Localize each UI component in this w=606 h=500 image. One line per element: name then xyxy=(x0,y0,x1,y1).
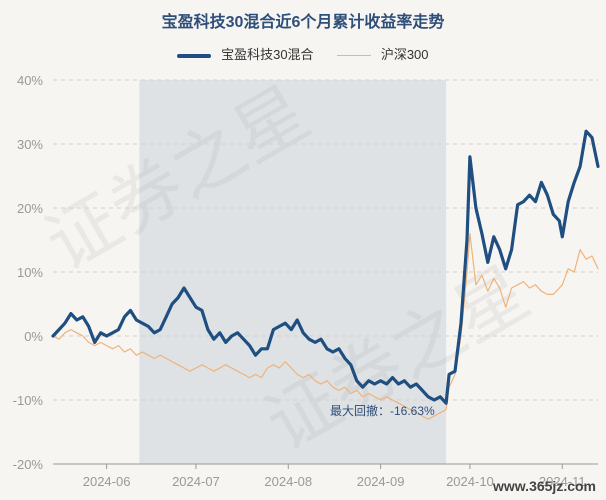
drawdown-label: 最大回撤：-16.63% xyxy=(330,403,435,418)
y-tick-label: 40% xyxy=(17,73,43,88)
x-tick-label: 2024-11 xyxy=(539,474,586,489)
legend-label-main: 宝盈科技30混合 xyxy=(221,47,314,62)
y-tick-label: 30% xyxy=(17,137,43,152)
x-tick-label: 2024-07 xyxy=(172,474,220,489)
legend-label-benchmark: 沪深300 xyxy=(380,47,429,62)
series-line-benchmark xyxy=(52,233,599,420)
legend-swatch-main xyxy=(177,53,212,58)
x-tick-label: 2024-06 xyxy=(83,474,131,489)
legend-item-benchmark: 沪深300 xyxy=(337,44,429,63)
y-tick-label: 10% xyxy=(17,265,43,280)
chart-title: 宝盈科技30混合近6个月累计收益率走势 xyxy=(161,14,445,31)
legend-item-main: 宝盈科技30混合 xyxy=(177,44,314,63)
x-tick-label: 2024-10 xyxy=(446,474,494,489)
site-watermark: www.365jz.com xyxy=(493,478,596,494)
y-tick-label: -20% xyxy=(13,457,44,472)
x-tick-label: 2024-09 xyxy=(357,474,405,489)
x-tick-label: 2024-08 xyxy=(264,474,312,489)
y-tick-label: -10% xyxy=(13,393,44,408)
legend: 宝盈科技30混合 沪深300 xyxy=(0,44,606,63)
legend-swatch-benchmark xyxy=(337,55,372,57)
y-tick-label: 0% xyxy=(24,329,43,344)
y-tick-label: 20% xyxy=(17,201,43,216)
series-line-main xyxy=(51,129,600,405)
